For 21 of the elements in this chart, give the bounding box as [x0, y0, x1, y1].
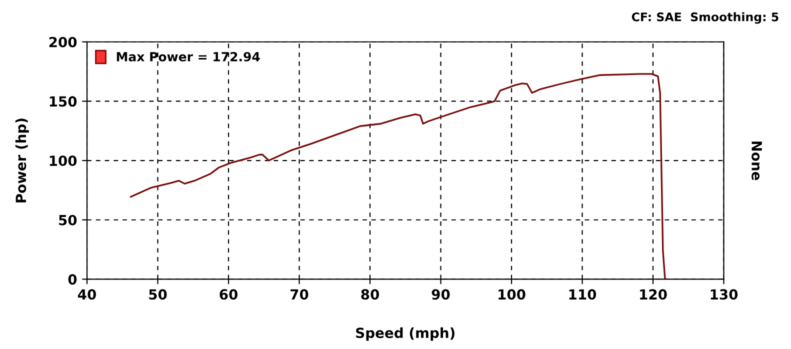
- x-axis-title: Speed (mph): [356, 327, 454, 341]
- y-tick-label: 100: [50, 156, 77, 166]
- x-tick-label: 40: [78, 289, 96, 300]
- y-tick-label: 0: [68, 274, 77, 285]
- x-tick-label: 130: [710, 289, 738, 300]
- x-tick-label: 100: [498, 289, 526, 300]
- y-tick-label: 200: [49, 36, 77, 48]
- y2-axis-title: None: [752, 142, 762, 180]
- y-axis-title: Power (hp): [15, 118, 29, 202]
- x-tick-label: 80: [361, 289, 380, 300]
- legend-label: Max Power = 172.94: [116, 52, 260, 62]
- x-tick-label: 60: [220, 289, 238, 300]
- x-tick-label: 70: [290, 289, 308, 300]
- x-tick-label: 50: [149, 289, 167, 300]
- y-tick-label: 50: [59, 214, 77, 226]
- text: CF: SAE Smoothing: 5: [632, 12, 778, 24]
- x-tick-label: 120: [640, 289, 667, 300]
- x-tick-label: 90: [432, 289, 450, 300]
- y-tick-label: 150: [50, 96, 77, 107]
- x-tick-label: 110: [569, 289, 596, 300]
- line-series: [130, 73, 666, 280]
